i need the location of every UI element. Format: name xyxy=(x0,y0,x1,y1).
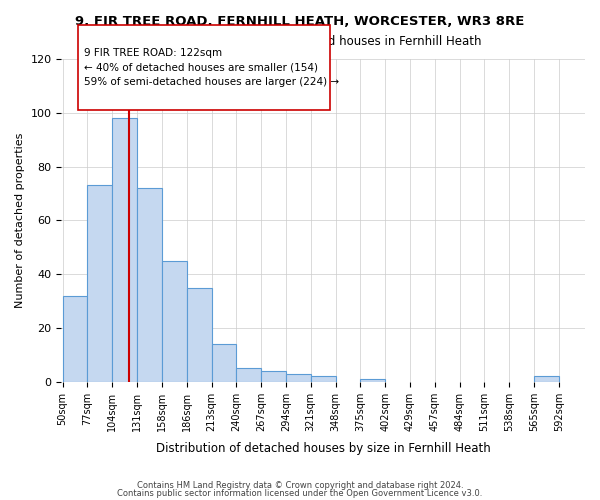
Bar xyxy=(534,376,559,382)
Bar xyxy=(361,379,385,382)
Bar xyxy=(187,288,212,382)
Text: 9, FIR TREE ROAD, FERNHILL HEATH, WORCESTER, WR3 8RE: 9, FIR TREE ROAD, FERNHILL HEATH, WORCES… xyxy=(76,15,524,28)
Bar xyxy=(137,188,162,382)
Bar xyxy=(112,118,137,382)
Text: Contains HM Land Registry data © Crown copyright and database right 2024.: Contains HM Land Registry data © Crown c… xyxy=(137,481,463,490)
Bar xyxy=(261,371,286,382)
Text: Contains public sector information licensed under the Open Government Licence v3: Contains public sector information licen… xyxy=(118,488,482,498)
Text: 9 FIR TREE ROAD: 122sqm
← 40% of detached houses are smaller (154)
59% of semi-d: 9 FIR TREE ROAD: 122sqm ← 40% of detache… xyxy=(84,48,339,88)
Bar xyxy=(236,368,261,382)
X-axis label: Distribution of detached houses by size in Fernhill Heath: Distribution of detached houses by size … xyxy=(156,442,491,455)
Y-axis label: Number of detached properties: Number of detached properties xyxy=(15,132,25,308)
Bar xyxy=(88,186,112,382)
Bar xyxy=(162,260,187,382)
Bar xyxy=(212,344,236,382)
Bar xyxy=(62,296,88,382)
Bar xyxy=(311,376,335,382)
Bar xyxy=(286,374,311,382)
Text: Size of property relative to detached houses in Fernhill Heath: Size of property relative to detached ho… xyxy=(118,35,482,48)
